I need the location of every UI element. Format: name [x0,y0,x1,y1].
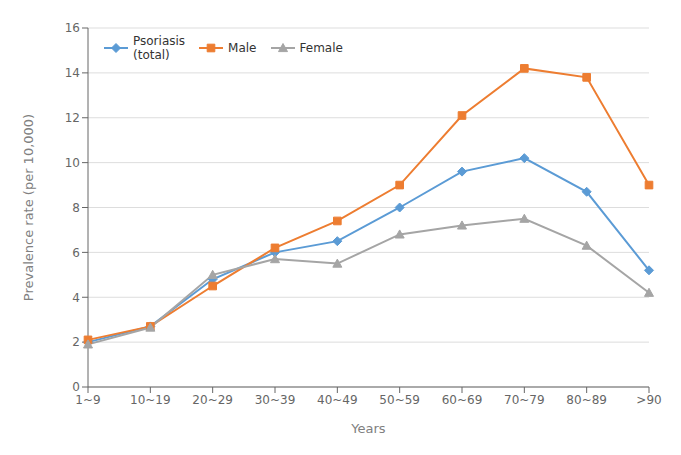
svg-text:12: 12 [65,111,80,125]
svg-text:>90: >90 [636,393,661,407]
svg-text:16: 16 [65,21,80,35]
svg-text:4: 4 [72,291,80,305]
svg-text:10: 10 [65,156,80,170]
svg-text:60~69: 60~69 [442,393,483,407]
svg-text:10~19: 10~19 [130,393,171,407]
svg-text:50~59: 50~59 [379,393,420,407]
svg-text:Years: Years [350,421,386,436]
html-text:Male: Male [228,41,257,55]
html-text:Female: Female [299,41,343,55]
svg-text:6: 6 [72,246,80,260]
svg-text:40~49: 40~49 [317,393,358,407]
svg-text:Prevalence rate (per 10,000): Prevalence rate (per 10,000) [21,114,36,301]
svg-text:30~39: 30~39 [255,393,296,407]
svg-text:2: 2 [72,335,80,349]
svg-text:70~79: 70~79 [504,393,545,407]
svg-text:80~89: 80~89 [566,393,607,407]
svg-text:1~9: 1~9 [75,393,100,407]
html-text:Psoriasis (total): Psoriasis (total) [133,34,186,62]
svg-text:20~29: 20~29 [192,393,233,407]
svg-text:0: 0 [72,380,80,394]
svg-text:8: 8 [72,201,80,215]
svg-text:14: 14 [65,66,80,80]
